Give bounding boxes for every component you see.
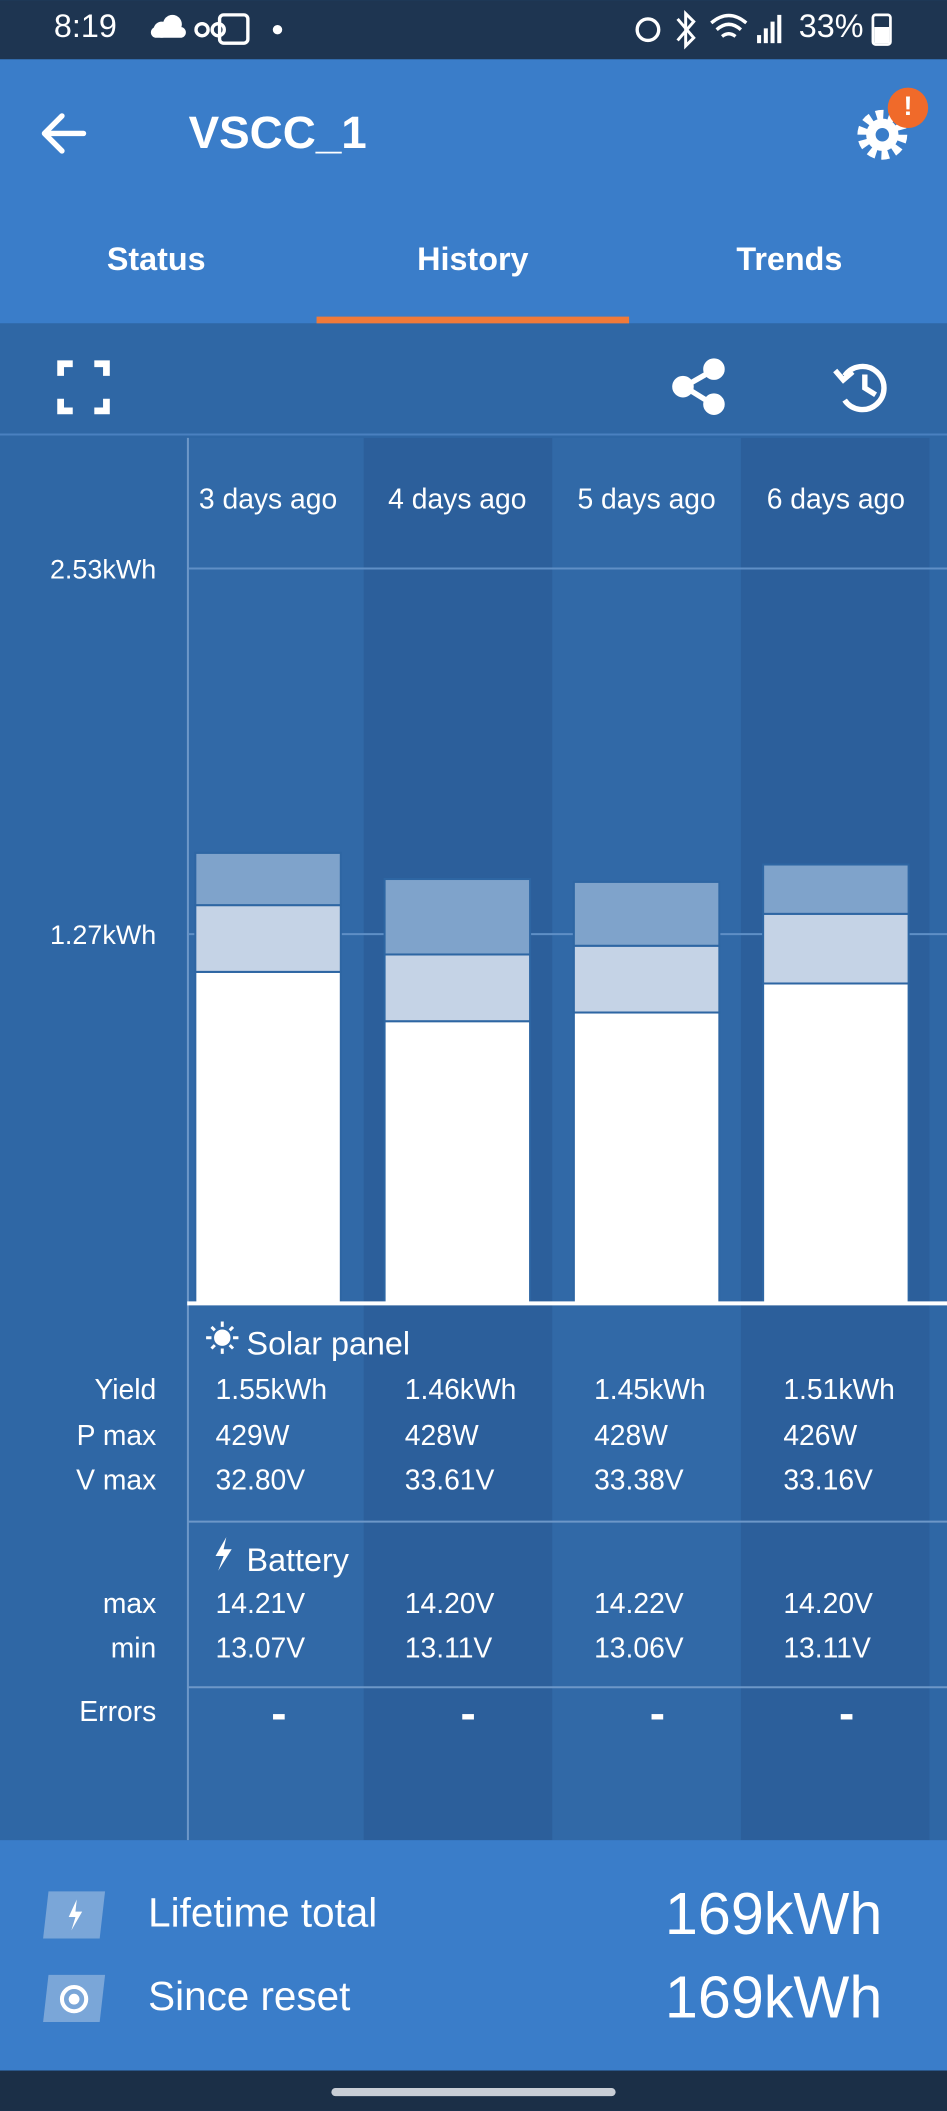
bar-segment — [572, 944, 721, 1014]
cell-value: 13.07V — [216, 1632, 306, 1664]
tab-indicator — [316, 316, 630, 324]
cell-value: - — [271, 1687, 286, 1738]
row-label: P max — [77, 1419, 157, 1451]
fullscreen-button[interactable] — [57, 360, 110, 415]
bar-segment — [572, 1011, 721, 1304]
cell-value: 33.16V — [783, 1463, 873, 1495]
cell-value: - — [650, 1687, 665, 1738]
bar-segment — [383, 953, 532, 1023]
home-indicator — [331, 2088, 616, 2097]
lifetime-icon — [43, 1891, 106, 1939]
clock: 8:19 — [54, 8, 117, 44]
footer-label: Since reset — [148, 1973, 350, 2019]
sun-icon — [206, 1321, 239, 1354]
cell-value: 13.06V — [594, 1632, 684, 1664]
row-label: V max — [76, 1463, 156, 1495]
section-title: Battery — [247, 1542, 350, 1578]
tab[interactable]: History — [417, 241, 528, 277]
cell-value: 13.11V — [783, 1632, 871, 1664]
footer-label: Lifetime total — [148, 1889, 377, 1935]
cell-value: 426W — [783, 1419, 857, 1451]
cell-value: 1.55kWh — [216, 1373, 328, 1405]
x-tick-label: 5 days ago — [577, 483, 715, 515]
bar-segment — [194, 970, 342, 1304]
alert-badge: ! — [903, 91, 912, 121]
bar-segment — [762, 982, 910, 1304]
cell-value: 14.20V — [783, 1587, 873, 1619]
y-tick-label: 2.53kWh — [50, 554, 156, 584]
cell-value: 428W — [405, 1419, 479, 1451]
status-icons — [150, 9, 892, 50]
bar-segment — [194, 851, 342, 907]
app-bar — [0, 59, 947, 324]
x-tick-label: 4 days ago — [388, 483, 526, 515]
reset-icon — [43, 1974, 106, 2023]
footer-value: 169kWh — [665, 1880, 882, 1947]
tab[interactable]: Trends — [736, 241, 842, 277]
cell-value: 429W — [216, 1419, 290, 1451]
cell-value: - — [839, 1687, 854, 1738]
row-label: Yield — [94, 1373, 156, 1405]
cell-value: 1.46kWh — [405, 1373, 517, 1405]
bolt-icon — [215, 1537, 232, 1571]
row-label: Errors — [79, 1695, 156, 1727]
bar-segment — [194, 904, 342, 973]
history-button[interactable] — [833, 363, 887, 413]
bar-segment — [762, 863, 910, 915]
cell-value: 14.22V — [594, 1587, 684, 1619]
cell-value: 428W — [594, 1419, 668, 1451]
cell-value: 14.21V — [216, 1587, 306, 1619]
device-title: VSCC_1 — [189, 107, 367, 158]
cell-value: 1.45kWh — [594, 1373, 706, 1405]
battery-level: 33% — [799, 8, 864, 44]
bar-segment — [383, 1020, 532, 1304]
cell-value: 13.11V — [405, 1632, 493, 1664]
share-button[interactable] — [672, 358, 725, 415]
bar-segment — [383, 878, 532, 956]
cell-value: 14.20V — [405, 1587, 495, 1619]
row-label: min — [111, 1632, 157, 1664]
x-tick-label: 6 days ago — [767, 483, 905, 515]
bar-segment — [762, 912, 910, 985]
cell-value: 32.80V — [216, 1463, 306, 1495]
settings-button[interactable]: ! — [857, 87, 929, 160]
cell-value: 1.51kWh — [783, 1373, 895, 1405]
bar-segment — [572, 880, 721, 947]
x-tick-label: 3 days ago — [199, 483, 337, 515]
back-button[interactable] — [41, 113, 87, 154]
cell-value: - — [460, 1687, 475, 1738]
cell-value: 33.61V — [405, 1463, 495, 1495]
section-title: Solar panel — [247, 1325, 411, 1361]
row-label: max — [103, 1587, 156, 1619]
toolbar — [0, 323, 947, 434]
footer — [0, 1840, 947, 2071]
y-tick-label: 1.27kWh — [50, 920, 156, 950]
footer-value: 169kWh — [665, 1963, 882, 2030]
tab[interactable]: Status — [107, 241, 206, 277]
cell-value: 33.38V — [594, 1463, 684, 1495]
